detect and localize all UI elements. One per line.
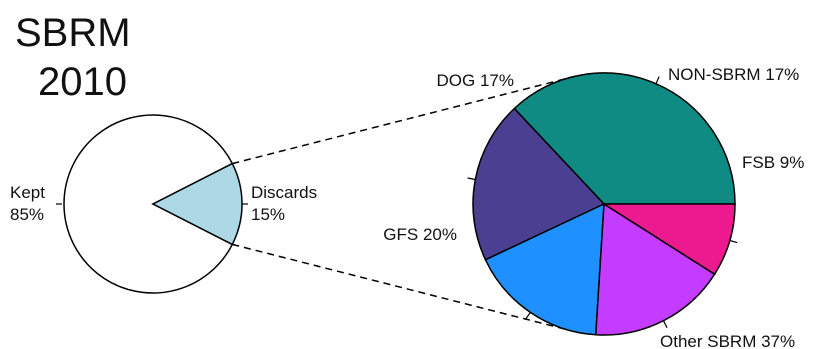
slice-non-sbrm-17 [594,202,716,336]
label-discards-percent: 15% [251,205,285,224]
label-gfs-20: GFS 20% [383,225,457,244]
slice-dog-17 [484,202,605,336]
label-kept-name: Kept [10,183,45,202]
chart-title-line-1: SBRM [15,11,131,55]
label-dog-17: DOG 17% [437,71,514,90]
slice-gfs-20 [472,107,606,261]
label-kept-percent: 85% [10,205,44,224]
label-non-sbrm-17: NON-SBRM 17% [668,65,799,84]
slice-kept [63,114,234,294]
label-fsb-9: FSB 9% [742,153,804,172]
slice-discards [151,162,243,246]
connector-bottom [232,243,566,331]
discard-breakdown-pie: Other SBRM 37% GFS 20% DOG 17% NON-SBRM 17%… [383,65,804,349]
tick-gfs-20 [467,177,476,181]
tick-other-sbrm-37 [655,76,660,85]
tick-non-sbrm-17 [662,320,668,328]
label-other-sbrm-37: Other SBRM 37% [660,332,795,349]
tick-dog-17 [525,311,531,320]
chart-title-line-2: 2010 [38,60,127,104]
tick-fsb-9 [729,239,738,244]
connector-lines [232,75,577,331]
kept-discards-pie: Kept 85% Discards 15% [10,114,317,294]
label-discards-name: Discards [251,183,317,202]
